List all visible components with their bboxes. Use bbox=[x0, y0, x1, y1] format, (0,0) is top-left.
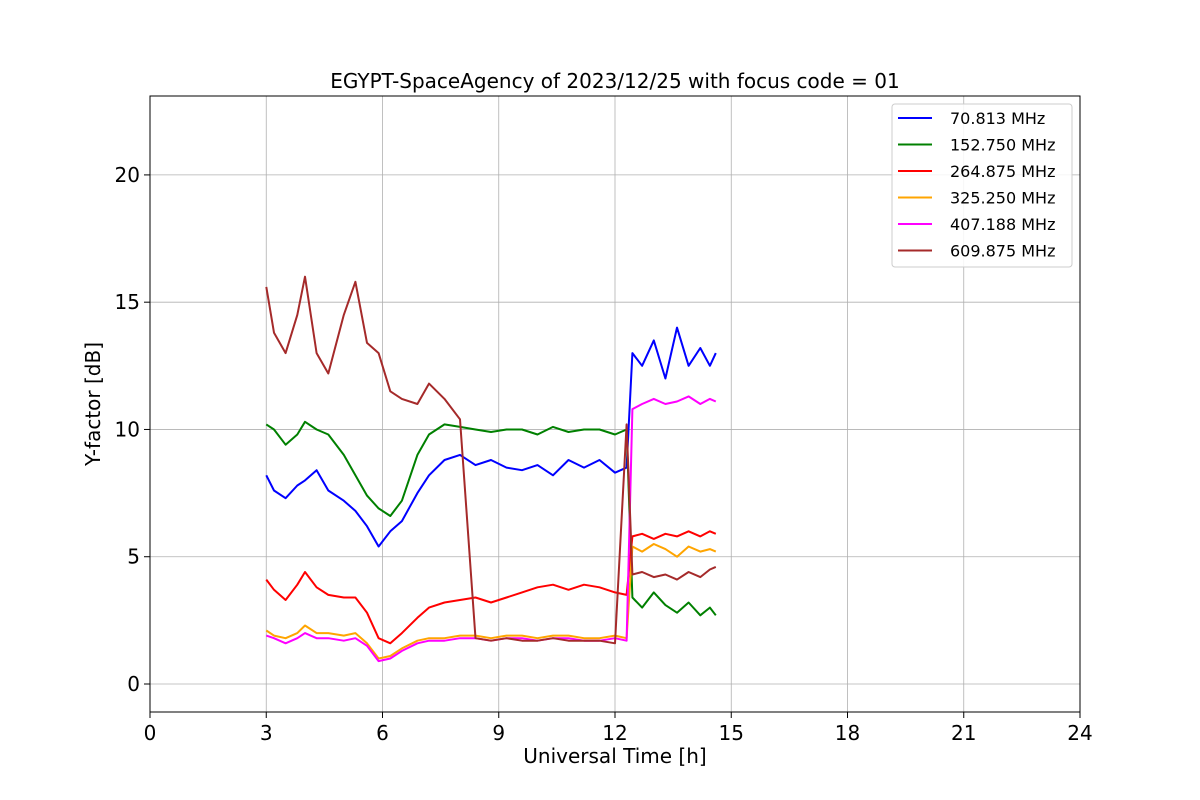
x-tick-label: 3 bbox=[260, 721, 273, 745]
legend-label: 152.750 MHz bbox=[950, 136, 1055, 155]
y-tick-label: 20 bbox=[115, 163, 140, 187]
series-line-0 bbox=[265, 326, 717, 548]
legend-box bbox=[891, 103, 1073, 268]
y-tick-label: 10 bbox=[115, 417, 140, 441]
axis-ticks: 0 3 6 9 12 15 18 21 24 0 5 10 15 20 bbox=[115, 163, 1093, 745]
x-tick-label: 15 bbox=[719, 721, 744, 745]
x-tick-label: 21 bbox=[951, 721, 976, 745]
legend-label: 325.250 MHz bbox=[950, 189, 1055, 208]
legend-label: 609.875 MHz bbox=[950, 242, 1055, 261]
series-line-3 bbox=[265, 543, 717, 660]
series-line-2 bbox=[265, 530, 717, 645]
series-line-1 bbox=[265, 420, 717, 617]
x-axis-label: Universal Time [h] bbox=[523, 744, 706, 768]
x-tick-label: 9 bbox=[492, 721, 505, 745]
legend-label: 264.875 MHz bbox=[950, 162, 1055, 181]
plot-area bbox=[265, 275, 717, 663]
x-tick-label: 24 bbox=[1067, 721, 1092, 745]
legend-label: 70.813 MHz bbox=[950, 109, 1045, 128]
y-tick-label: 5 bbox=[127, 545, 140, 569]
legend: 70.813 MHz 152.750 MHz 264.875 MHz 325.250 … bbox=[891, 103, 1073, 268]
x-tick-label: 0 bbox=[144, 721, 157, 745]
x-tick-label: 18 bbox=[835, 721, 860, 745]
series-line-5 bbox=[265, 275, 717, 645]
legend-label: 407.188 MHz bbox=[950, 215, 1055, 234]
y-tick-label: 0 bbox=[127, 672, 140, 696]
x-tick-label: 12 bbox=[602, 721, 627, 745]
x-tick-label: 6 bbox=[376, 721, 389, 745]
y-tick-label: 15 bbox=[115, 290, 140, 314]
chart-title: EGYPT-SpaceAgency of 2023/12/25 with foc… bbox=[330, 69, 899, 93]
y-axis-label: Y-factor [dB] bbox=[81, 342, 105, 467]
